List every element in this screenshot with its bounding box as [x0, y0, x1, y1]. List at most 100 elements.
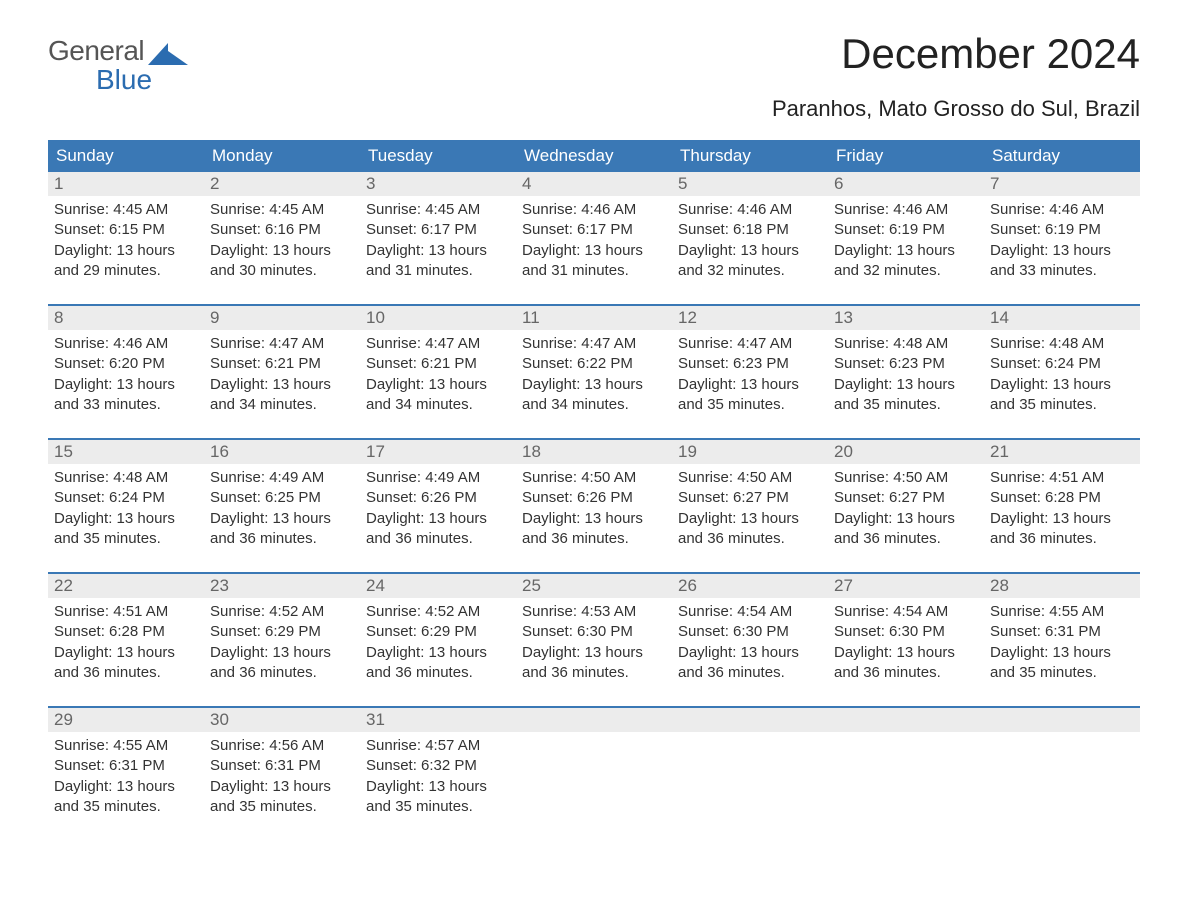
day-sunset: Sunset: 6:29 PM: [366, 622, 510, 642]
day-sunrise: Sunrise: 4:56 AM: [210, 736, 354, 756]
day-sunrise: Sunrise: 4:52 AM: [210, 602, 354, 622]
day-number: 3: [360, 172, 516, 196]
day-sunrise: Sunrise: 4:50 AM: [522, 468, 666, 488]
day-dl1: Daylight: 13 hours: [54, 375, 198, 395]
day-dl2: and 34 minutes.: [522, 395, 666, 415]
dow-friday: Friday: [828, 140, 984, 172]
day-cell: Sunrise: 4:53 AMSunset: 6:30 PMDaylight:…: [516, 598, 672, 694]
day-sunrise: Sunrise: 4:47 AM: [366, 334, 510, 354]
day-sunrise: Sunrise: 4:46 AM: [522, 200, 666, 220]
day-sunrise: Sunrise: 4:50 AM: [834, 468, 978, 488]
day-number: 27: [828, 574, 984, 598]
day-number: 13: [828, 306, 984, 330]
day-dl2: and 33 minutes.: [54, 395, 198, 415]
daycontent-row: Sunrise: 4:51 AMSunset: 6:28 PMDaylight:…: [48, 598, 1140, 694]
day-sunrise: Sunrise: 4:54 AM: [834, 602, 978, 622]
day-cell: Sunrise: 4:55 AMSunset: 6:31 PMDaylight:…: [984, 598, 1140, 694]
day-dl1: Daylight: 13 hours: [990, 375, 1134, 395]
calendar-week: 293031 Sunrise: 4:55 AMSunset: 6:31 PMDay…: [48, 706, 1140, 828]
calendar: Sunday Monday Tuesday Wednesday Thursday…: [48, 140, 1140, 828]
day-cell: [828, 732, 984, 828]
day-dl1: Daylight: 13 hours: [678, 643, 822, 663]
day-number: 17: [360, 440, 516, 464]
dow-thursday: Thursday: [672, 140, 828, 172]
day-number: 29: [48, 708, 204, 732]
dow-sunday: Sunday: [48, 140, 204, 172]
day-dl2: and 35 minutes.: [210, 797, 354, 817]
calendar-week: 891011121314Sunrise: 4:46 AMSunset: 6:20…: [48, 304, 1140, 426]
day-dl1: Daylight: 13 hours: [678, 241, 822, 261]
day-number: 7: [984, 172, 1140, 196]
day-dl2: and 36 minutes.: [990, 529, 1134, 549]
day-sunset: Sunset: 6:19 PM: [834, 220, 978, 240]
day-dl2: and 33 minutes.: [990, 261, 1134, 281]
day-cell: [984, 732, 1140, 828]
day-sunrise: Sunrise: 4:46 AM: [990, 200, 1134, 220]
day-sunset: Sunset: 6:19 PM: [990, 220, 1134, 240]
day-number: 31: [360, 708, 516, 732]
day-cell: Sunrise: 4:54 AMSunset: 6:30 PMDaylight:…: [828, 598, 984, 694]
day-number: 9: [204, 306, 360, 330]
day-dl1: Daylight: 13 hours: [834, 643, 978, 663]
day-sunrise: Sunrise: 4:57 AM: [366, 736, 510, 756]
day-number: 15: [48, 440, 204, 464]
day-sunset: Sunset: 6:26 PM: [522, 488, 666, 508]
day-cell: Sunrise: 4:45 AMSunset: 6:17 PMDaylight:…: [360, 196, 516, 292]
day-dl1: Daylight: 13 hours: [366, 777, 510, 797]
day-cell: Sunrise: 4:55 AMSunset: 6:31 PMDaylight:…: [48, 732, 204, 828]
day-dl1: Daylight: 13 hours: [366, 241, 510, 261]
day-dl1: Daylight: 13 hours: [990, 241, 1134, 261]
day-dl2: and 36 minutes.: [210, 663, 354, 683]
day-number: 20: [828, 440, 984, 464]
day-dl2: and 29 minutes.: [54, 261, 198, 281]
day-dl1: Daylight: 13 hours: [366, 375, 510, 395]
day-dl2: and 35 minutes.: [54, 797, 198, 817]
day-sunset: Sunset: 6:30 PM: [678, 622, 822, 642]
day-number: 14: [984, 306, 1140, 330]
day-cell: [672, 732, 828, 828]
dow-tuesday: Tuesday: [360, 140, 516, 172]
day-sunrise: Sunrise: 4:52 AM: [366, 602, 510, 622]
day-cell: Sunrise: 4:46 AMSunset: 6:17 PMDaylight:…: [516, 196, 672, 292]
day-sunset: Sunset: 6:30 PM: [834, 622, 978, 642]
day-dl2: and 36 minutes.: [54, 663, 198, 683]
day-number: 28: [984, 574, 1140, 598]
daynum-row: 1234567: [48, 172, 1140, 196]
day-dl1: Daylight: 13 hours: [54, 777, 198, 797]
day-dl2: and 35 minutes.: [990, 663, 1134, 683]
day-cell: Sunrise: 4:52 AMSunset: 6:29 PMDaylight:…: [360, 598, 516, 694]
day-number: 12: [672, 306, 828, 330]
day-number: [984, 708, 1140, 732]
daycontent-row: Sunrise: 4:45 AMSunset: 6:15 PMDaylight:…: [48, 196, 1140, 292]
day-sunrise: Sunrise: 4:53 AM: [522, 602, 666, 622]
day-cell: Sunrise: 4:45 AMSunset: 6:16 PMDaylight:…: [204, 196, 360, 292]
day-dl2: and 35 minutes.: [678, 395, 822, 415]
day-dl2: and 35 minutes.: [54, 529, 198, 549]
location-text: Paranhos, Mato Grosso do Sul, Brazil: [772, 96, 1140, 122]
day-cell: Sunrise: 4:49 AMSunset: 6:25 PMDaylight:…: [204, 464, 360, 560]
day-number: 30: [204, 708, 360, 732]
day-dl1: Daylight: 13 hours: [834, 241, 978, 261]
day-sunrise: Sunrise: 4:47 AM: [678, 334, 822, 354]
day-sunset: Sunset: 6:29 PM: [210, 622, 354, 642]
day-dl2: and 36 minutes.: [678, 529, 822, 549]
day-cell: Sunrise: 4:46 AMSunset: 6:19 PMDaylight:…: [984, 196, 1140, 292]
day-sunrise: Sunrise: 4:51 AM: [990, 468, 1134, 488]
day-sunset: Sunset: 6:31 PM: [210, 756, 354, 776]
day-dl1: Daylight: 13 hours: [678, 375, 822, 395]
day-dl2: and 32 minutes.: [678, 261, 822, 281]
header: General Blue December 2024 Paranhos, Mat…: [48, 30, 1140, 132]
day-dl2: and 36 minutes.: [366, 663, 510, 683]
day-cell: Sunrise: 4:47 AMSunset: 6:21 PMDaylight:…: [204, 330, 360, 426]
day-cell: Sunrise: 4:50 AMSunset: 6:27 PMDaylight:…: [828, 464, 984, 560]
day-dl2: and 34 minutes.: [210, 395, 354, 415]
day-cell: Sunrise: 4:51 AMSunset: 6:28 PMDaylight:…: [984, 464, 1140, 560]
day-sunset: Sunset: 6:27 PM: [678, 488, 822, 508]
daynum-row: 22232425262728: [48, 574, 1140, 598]
day-dl1: Daylight: 13 hours: [834, 375, 978, 395]
day-dl1: Daylight: 13 hours: [210, 241, 354, 261]
day-sunset: Sunset: 6:27 PM: [834, 488, 978, 508]
day-sunrise: Sunrise: 4:46 AM: [54, 334, 198, 354]
day-sunset: Sunset: 6:32 PM: [366, 756, 510, 776]
day-dl1: Daylight: 13 hours: [366, 643, 510, 663]
